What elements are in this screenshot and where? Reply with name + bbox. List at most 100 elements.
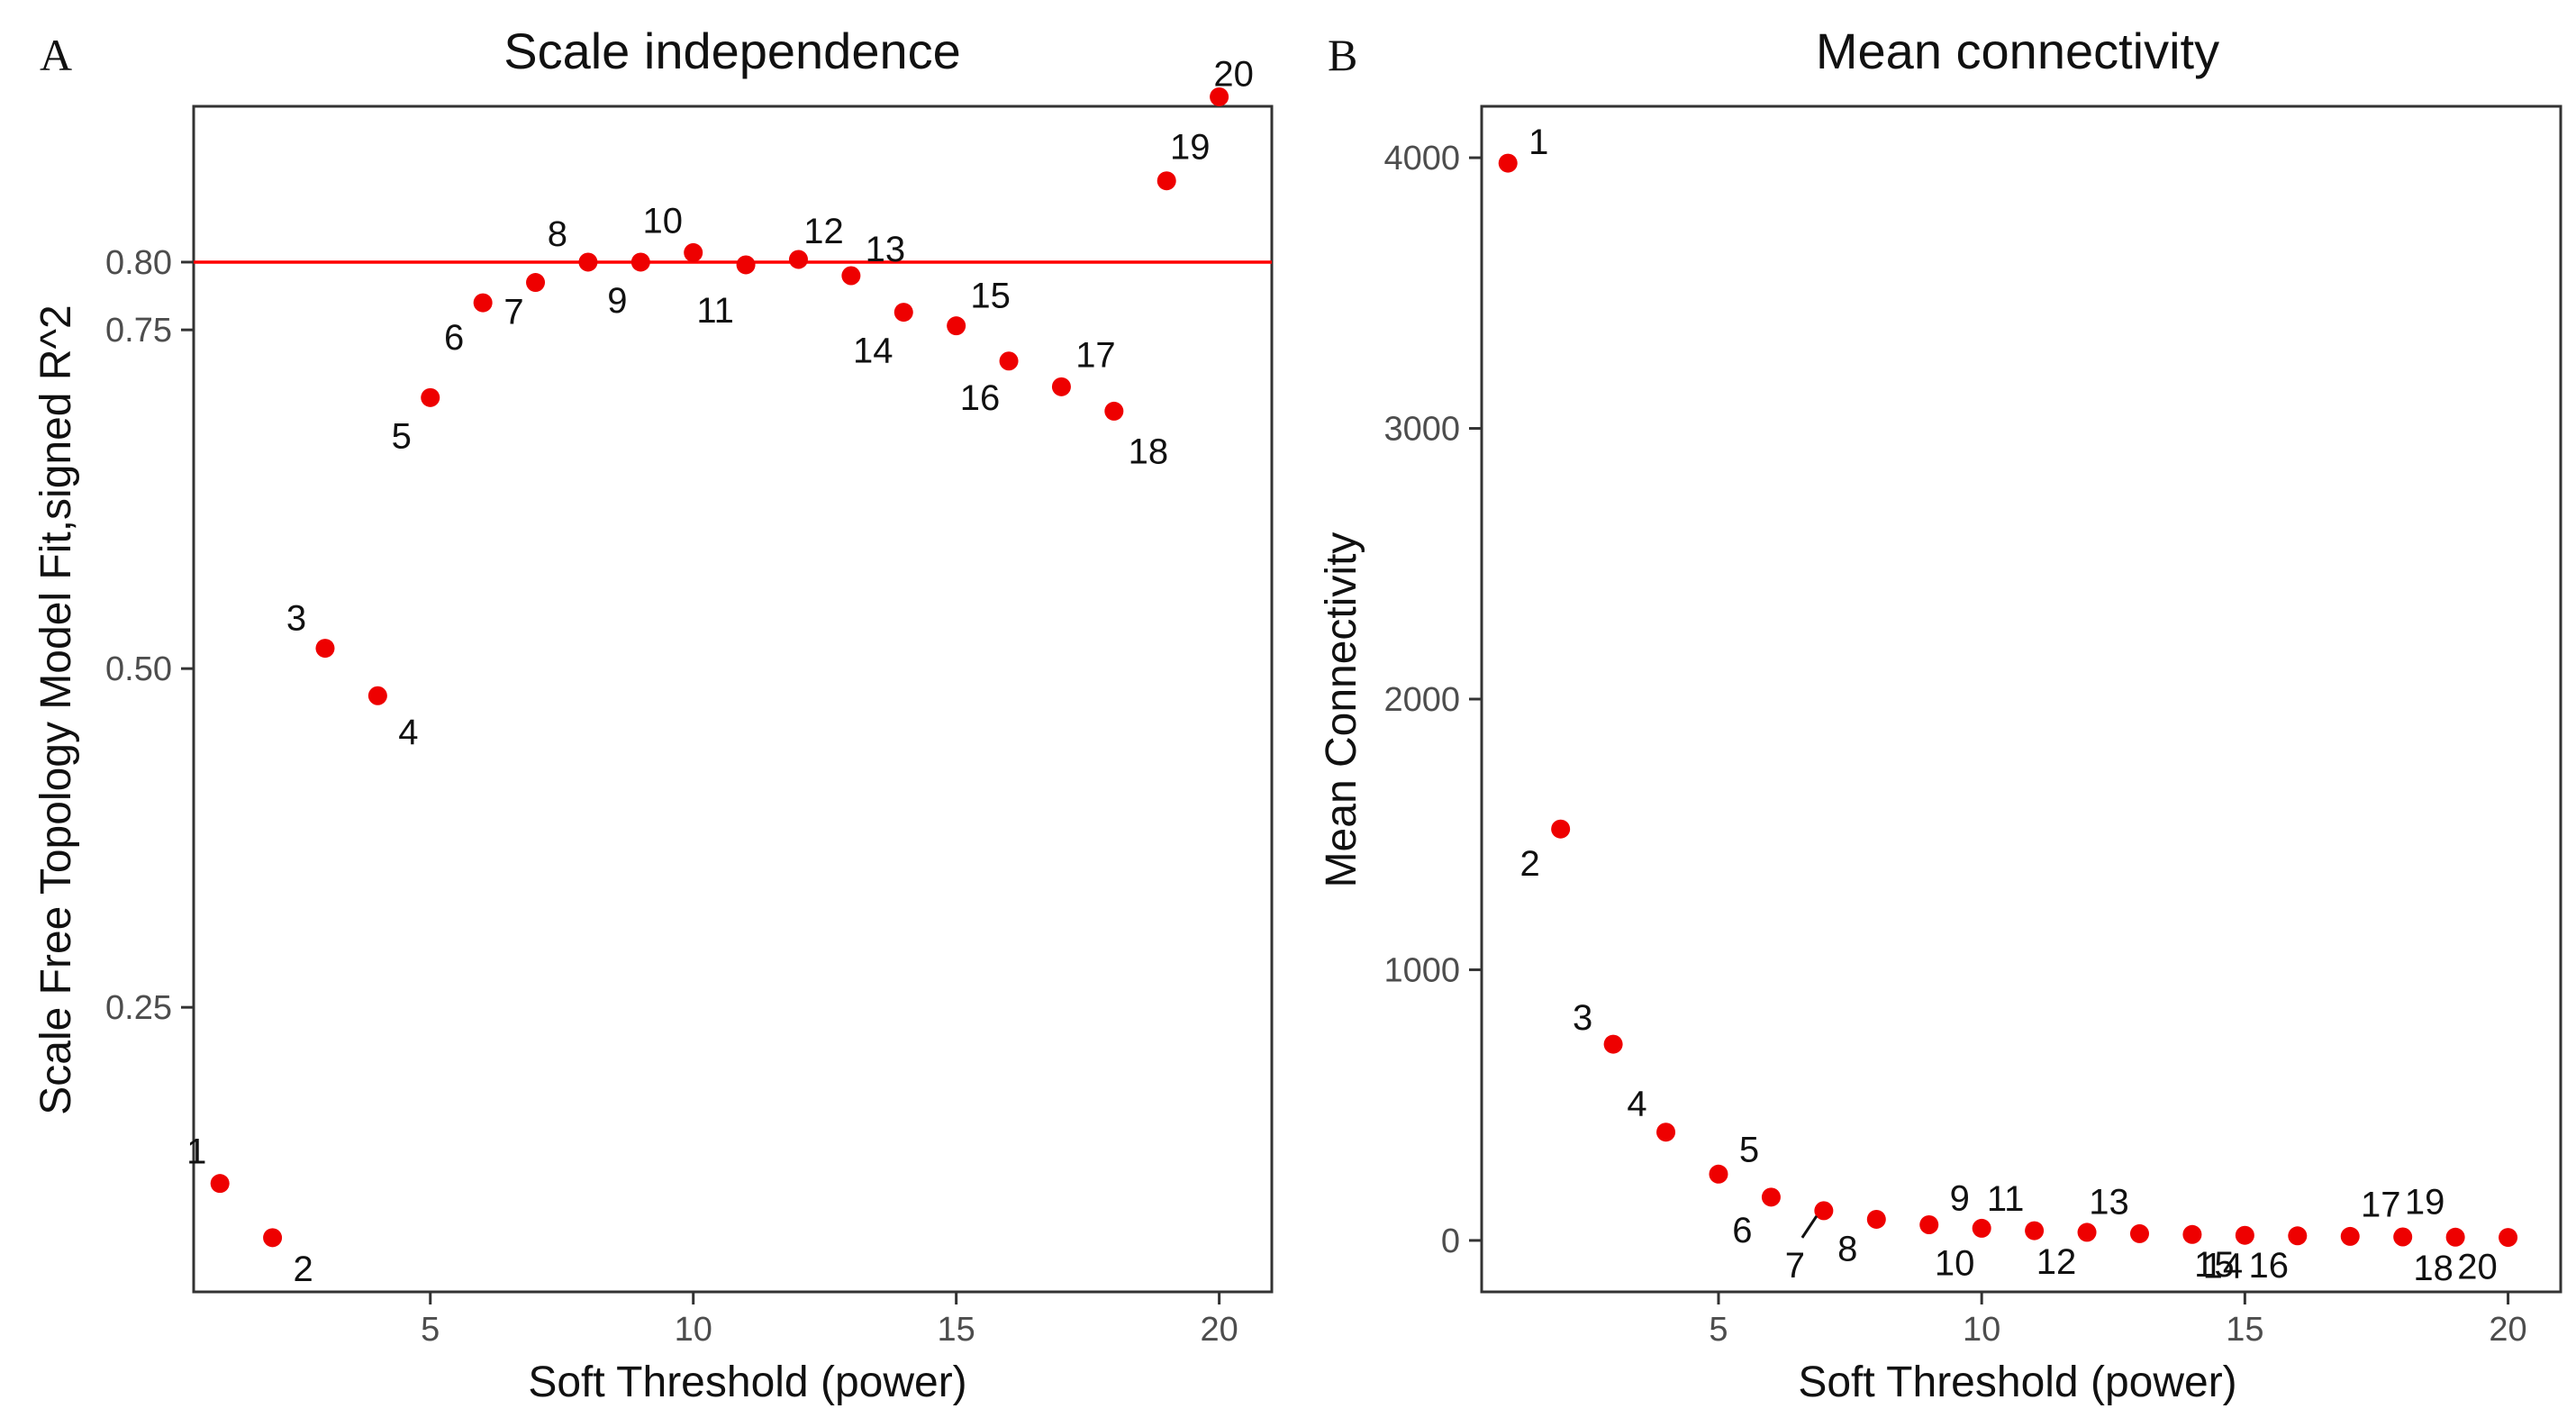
data-point — [1498, 153, 1518, 173]
point-label: 16 — [2249, 1246, 2290, 1286]
data-point — [1656, 1123, 1676, 1142]
x-tick-label: 20 — [2489, 1311, 2526, 1349]
point-label: 15 — [970, 277, 1011, 316]
point-label: 13 — [866, 230, 906, 269]
data-point — [684, 242, 703, 262]
data-point — [1709, 1164, 1728, 1184]
y-tick-label: 3000 — [1383, 411, 1460, 449]
x-tick-label: 10 — [1963, 1311, 2000, 1349]
y-tick-label: 4000 — [1383, 140, 1460, 177]
point-label: 2 — [293, 1250, 313, 1289]
data-point — [526, 273, 546, 293]
panel-b-y-axis-label: Mean Connectivity — [1318, 532, 1365, 888]
data-point — [1603, 1034, 1623, 1054]
data-point — [893, 303, 913, 323]
point-label: 10 — [642, 201, 683, 241]
x-tick-label: 10 — [675, 1311, 712, 1349]
data-point — [1866, 1209, 1886, 1229]
point-label: 7 — [503, 293, 523, 332]
data-point — [2445, 1227, 2465, 1247]
data-point — [1814, 1201, 1834, 1221]
point-label: 12 — [2036, 1242, 2077, 1282]
point-label: 11 — [1987, 1179, 2025, 1219]
point-label: 6 — [1732, 1211, 1752, 1250]
data-point — [2499, 1228, 2518, 1248]
panel-a-y-axis-label: Scale Free Topology Model Fit,signed R^2 — [32, 304, 80, 1114]
point-label: 18 — [2413, 1249, 2454, 1288]
point-label: 3 — [286, 599, 306, 639]
point-label: 13 — [2089, 1182, 2129, 1222]
point-label: 5 — [1739, 1130, 1759, 1169]
point-label: 15 — [2194, 1245, 2235, 1285]
point-label: 17 — [1075, 335, 1116, 375]
data-point — [841, 266, 861, 286]
point-label: 18 — [1129, 432, 1169, 471]
point-label: 8 — [548, 214, 567, 254]
data-point — [367, 686, 387, 705]
point-label: 5 — [392, 416, 412, 456]
data-point — [630, 252, 650, 272]
data-point — [473, 293, 493, 313]
point-label: 7 — [1785, 1246, 1805, 1286]
point-label: 20 — [2457, 1248, 2498, 1287]
point-label: 4 — [1627, 1085, 1646, 1124]
data-point — [2235, 1225, 2254, 1245]
data-point — [1156, 171, 1176, 191]
point-label: 16 — [960, 378, 1001, 418]
data-point — [2182, 1224, 2202, 1244]
data-point — [210, 1174, 230, 1194]
point-label: 9 — [1950, 1178, 1970, 1218]
panel-a-title: Scale independence — [503, 23, 961, 79]
panel-a-letter: A — [40, 30, 72, 80]
data-point — [947, 316, 966, 336]
y-tick-label: 0 — [1441, 1222, 1460, 1260]
point-label: 11 — [696, 291, 734, 331]
point-label: 20 — [1213, 54, 1254, 94]
point-label: 1 — [186, 1132, 206, 1172]
point-label: 2 — [1520, 844, 1540, 884]
x-tick-label: 5 — [1709, 1311, 1728, 1349]
x-tick-label: 20 — [1200, 1311, 1238, 1349]
data-point — [578, 252, 598, 272]
data-point — [421, 387, 440, 407]
data-point — [1210, 86, 1229, 106]
data-point — [736, 255, 756, 275]
data-point — [2077, 1222, 2097, 1242]
point-label: 19 — [1170, 128, 1211, 168]
panel-a-x-axis-label: Soft Threshold (power) — [528, 1359, 966, 1406]
point-label: 4 — [398, 713, 418, 752]
point-label: 14 — [2203, 1246, 2244, 1286]
data-point — [1919, 1214, 1939, 1234]
data-point — [999, 351, 1019, 371]
y-tick-label: 0.50 — [105, 650, 172, 688]
x-tick-label: 15 — [938, 1311, 975, 1349]
data-point — [2393, 1227, 2413, 1247]
data-point — [2025, 1221, 2045, 1241]
data-point — [1761, 1187, 1781, 1207]
panel-b-x-axis-label: Soft Threshold (power) — [1798, 1359, 2236, 1406]
point-label: 9 — [607, 281, 627, 321]
x-tick-label: 5 — [421, 1311, 440, 1349]
x-tick-label: 15 — [2226, 1311, 2263, 1349]
point-label: 19 — [2405, 1182, 2445, 1222]
y-tick-label: 2000 — [1383, 681, 1460, 719]
data-point — [1551, 819, 1571, 839]
point-label: 1 — [1528, 123, 1548, 162]
point-label: 3 — [1573, 998, 1592, 1038]
data-point — [2288, 1226, 2308, 1246]
point-label: 8 — [1837, 1229, 1857, 1268]
y-tick-label: 0.25 — [105, 989, 172, 1027]
y-tick-label: 1000 — [1383, 951, 1460, 989]
data-point — [315, 639, 335, 659]
y-tick-label: 0.80 — [105, 244, 172, 282]
panel-b-title: Mean connectivity — [1816, 23, 2219, 79]
point-label: 17 — [2361, 1185, 2401, 1224]
point-label: 14 — [853, 332, 893, 371]
label-leader-line — [1800, 1215, 1819, 1239]
point-label: 6 — [444, 318, 464, 358]
point-label: 12 — [803, 212, 844, 251]
